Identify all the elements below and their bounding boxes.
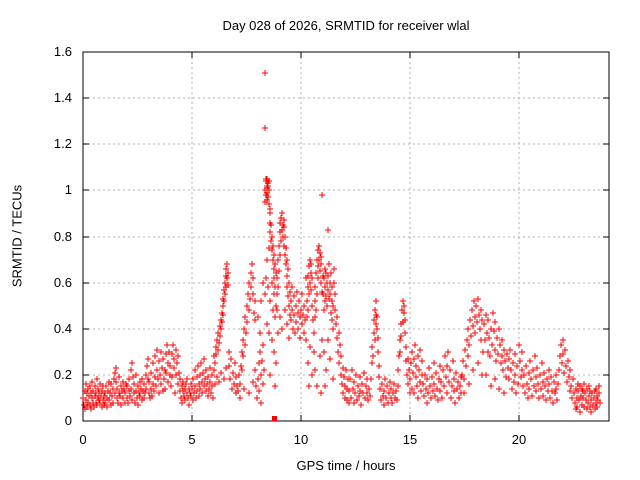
y-tick-label: 1 <box>65 182 72 197</box>
x-tick-label: 20 <box>512 432 526 447</box>
y-tick-label: 0.8 <box>54 229 72 244</box>
y-tick-label: 0.6 <box>54 275 72 290</box>
x-tick-label: 10 <box>294 432 308 447</box>
chart-title: Day 028 of 2026, SRMTID for receiver wla… <box>222 18 470 33</box>
y-tick-label: 1.2 <box>54 136 72 151</box>
x-axis-label: GPS time / hours <box>296 458 396 473</box>
y-tick-label: 1.6 <box>54 44 72 59</box>
grid-lines <box>83 52 609 421</box>
x-tick-label: 15 <box>403 432 417 447</box>
tick-marks <box>82 51 609 422</box>
x-tick-label: 5 <box>188 432 195 447</box>
zero-square-marker <box>272 416 277 421</box>
tick-labels: 0 5 10 15 20 0 0.2 0.4 0.6 0.8 1 1.2 1.4 1.6 <box>54 44 526 447</box>
y-tick-label: 1.4 <box>54 90 72 105</box>
y-tick-label: 0 <box>65 413 72 428</box>
y-tick-label: 0.2 <box>54 367 72 382</box>
x-tick-label: 0 <box>79 432 86 447</box>
data-points <box>80 70 603 415</box>
y-tick-label: 0.4 <box>54 321 72 336</box>
